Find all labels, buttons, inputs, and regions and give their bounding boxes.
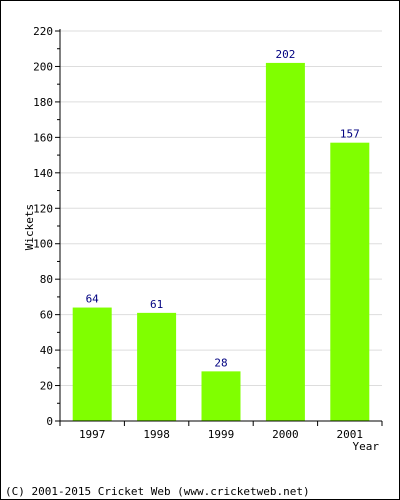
data-label: 202 <box>275 48 295 61</box>
x-tick-label: 1997 <box>79 428 106 441</box>
x-axis-title: Year <box>353 440 380 453</box>
copyright-footer: (C) 2001-2015 Cricket Web (www.cricketwe… <box>5 485 310 498</box>
y-tick-label: 160 <box>33 131 53 144</box>
bar <box>201 371 241 421</box>
y-tick-label: 40 <box>40 344 53 357</box>
y-tick-label: 220 <box>33 25 53 38</box>
x-tick-label: 2000 <box>272 428 299 441</box>
bar <box>265 62 305 422</box>
axes: 0 20 40 60 80 100 120 140 160 180 200 220 1997 1998 19… <box>33 25 383 441</box>
bar <box>330 142 370 421</box>
y-tick-label: 0 <box>46 415 53 428</box>
x-tick-label: 1999 <box>208 428 235 441</box>
y-tick-label: 80 <box>40 273 53 286</box>
bar <box>137 312 177 421</box>
y-tick-label: 140 <box>33 167 53 180</box>
data-label: 61 <box>150 298 163 311</box>
grid-lines <box>60 30 382 387</box>
x-tick-label: 2001 <box>337 428 364 441</box>
data-label: 157 <box>340 128 360 141</box>
y-tick-label: 120 <box>33 202 53 215</box>
bars <box>72 62 370 422</box>
x-tick-label: 1998 <box>143 428 170 441</box>
y-tick-label: 180 <box>33 96 53 109</box>
data-label: 28 <box>214 356 227 369</box>
y-tick-label: 60 <box>40 309 53 322</box>
y-tick-label: 200 <box>33 60 53 73</box>
bar <box>72 307 112 421</box>
y-axis-title: Wickets <box>23 204 36 250</box>
y-tick-label: 100 <box>33 238 53 251</box>
data-label: 64 <box>86 293 100 306</box>
y-tick-label: 20 <box>40 380 53 393</box>
data-labels: 64 61 28 202 157 <box>86 48 360 369</box>
